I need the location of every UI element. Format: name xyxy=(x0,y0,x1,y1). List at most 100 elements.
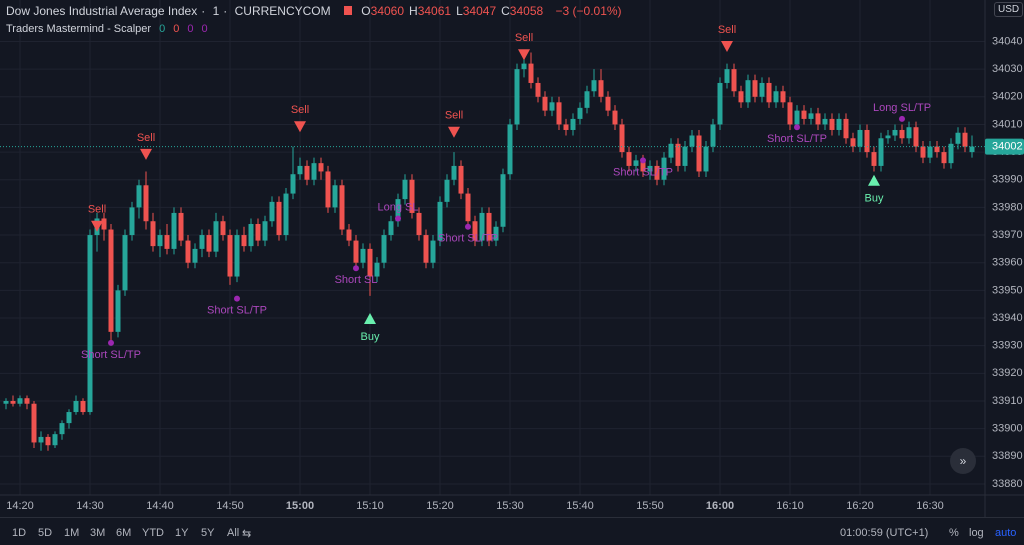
x-tick-label: 15:40 xyxy=(566,500,594,512)
percent-toggle[interactable]: % xyxy=(949,527,959,539)
candle-body xyxy=(262,221,268,241)
x-tick-label: 15:10 xyxy=(356,500,384,512)
range-button[interactable]: 6M xyxy=(116,527,132,539)
candle-body xyxy=(115,290,121,332)
candle-body xyxy=(472,221,478,241)
last-price-box xyxy=(985,138,1024,155)
candle-body xyxy=(409,179,415,213)
sell-arrow xyxy=(448,126,460,138)
bottom-toolbar: 1D 5D 1M 3M 6M YTD 1Y 5Y All ⇆ 01:00:59 (UTC+1) … xyxy=(0,517,1024,545)
y-tick-label: 33910 xyxy=(992,395,1023,407)
candle-body xyxy=(17,398,23,404)
x-tick-label: 16:20 xyxy=(846,500,874,512)
sl-dot xyxy=(395,215,401,222)
log-toggle[interactable]: log xyxy=(969,527,984,539)
candle-body xyxy=(353,240,359,263)
sell-label: Sell xyxy=(718,24,736,36)
range-button[interactable]: 1Y xyxy=(175,527,189,539)
candle-body xyxy=(934,146,940,153)
candle-body xyxy=(52,434,58,446)
range-button[interactable]: 1D xyxy=(12,527,27,539)
sl-label: Long SL xyxy=(378,201,419,213)
candle-body xyxy=(255,223,261,241)
candle-body xyxy=(906,127,912,139)
candle-body xyxy=(297,165,303,175)
x-tick-label: 16:00 xyxy=(706,500,734,512)
candle-body xyxy=(941,152,947,164)
symbol: Dow Jones Industrial Average Index xyxy=(6,4,198,18)
auto-toggle[interactable]: auto xyxy=(995,527,1017,539)
indicator-name: Traders Mastermind - Scalper xyxy=(6,23,152,35)
candle-body xyxy=(213,221,219,252)
candle-body xyxy=(913,127,919,147)
candle-body xyxy=(878,138,884,166)
candle-body xyxy=(948,143,954,164)
ohlc-label: C xyxy=(501,4,510,18)
candle-body xyxy=(276,201,282,236)
interval: 1 xyxy=(212,4,220,18)
candle-body xyxy=(612,110,618,125)
sl-label: Short SL/TP xyxy=(207,305,267,317)
range-button[interactable]: 1M xyxy=(64,527,80,539)
candle-body xyxy=(87,235,93,413)
last-price-label: 34002 xyxy=(992,140,1023,152)
sell-arrow xyxy=(91,220,103,232)
flag xyxy=(343,6,352,15)
candle-body xyxy=(444,179,450,202)
candle-body xyxy=(955,132,961,144)
candle-body xyxy=(66,412,72,424)
sell-label: Sell xyxy=(515,32,533,44)
currency[interactable]: USD xyxy=(994,2,1024,17)
candle-body xyxy=(766,82,772,103)
y-tick-label: 34020 xyxy=(992,91,1023,103)
candle-body xyxy=(780,91,786,103)
candle-body xyxy=(283,193,289,236)
candle-body xyxy=(24,398,30,404)
candle-body xyxy=(311,163,317,180)
candle-body xyxy=(619,124,625,153)
range-button[interactable]: 5Y xyxy=(201,527,215,539)
range-button[interactable]: All xyxy=(227,527,240,539)
candle-body xyxy=(73,400,79,413)
candle-body xyxy=(759,82,765,97)
candle-body xyxy=(773,91,779,103)
ohlc-value: 34047 xyxy=(462,4,497,18)
candle-body xyxy=(248,223,254,247)
candle-body xyxy=(899,129,905,139)
candle-body xyxy=(829,118,835,130)
candle-body xyxy=(794,110,800,125)
candle-body xyxy=(836,118,842,130)
y-tick-label: 33970 xyxy=(992,229,1023,241)
ohlc-value: 34058 xyxy=(509,4,544,18)
candle-body xyxy=(640,160,646,172)
y-tick-label: 34040 xyxy=(992,35,1023,47)
candle-body xyxy=(507,124,513,175)
legend-header: Dow Jones Industrial Average Index · 1 · C… xyxy=(6,4,622,18)
candle-body xyxy=(423,235,429,263)
candle-body xyxy=(871,152,877,166)
scroll-button[interactable]: » xyxy=(950,448,976,474)
buy-arrow xyxy=(868,174,880,186)
candle-body xyxy=(290,174,296,194)
candle-body xyxy=(178,212,184,241)
candle-body xyxy=(80,400,86,413)
candle-body xyxy=(843,118,849,139)
candle-body xyxy=(206,235,212,252)
x-tick-label: 14:20 xyxy=(6,500,34,512)
candle-body xyxy=(157,235,163,247)
range-button[interactable]: YTD xyxy=(142,527,164,539)
buy-arrow xyxy=(364,313,376,325)
candle-body xyxy=(360,248,366,263)
candle-body xyxy=(717,82,723,125)
range-button[interactable]: 5D xyxy=(38,527,53,539)
candle-body xyxy=(570,118,576,130)
candle-body xyxy=(668,143,674,158)
sl-dot xyxy=(353,265,359,272)
sl-label: Short SL/TP xyxy=(767,133,827,145)
candle-body xyxy=(689,135,695,147)
range-button[interactable]: 3M xyxy=(90,527,106,539)
candle-body xyxy=(304,165,310,180)
chart: 33880 33890 33900 33910 33920 33930 33940 33950… xyxy=(0,0,1024,517)
candle-body xyxy=(451,165,457,180)
compare-icon[interactable]: ⇆ xyxy=(242,528,252,540)
